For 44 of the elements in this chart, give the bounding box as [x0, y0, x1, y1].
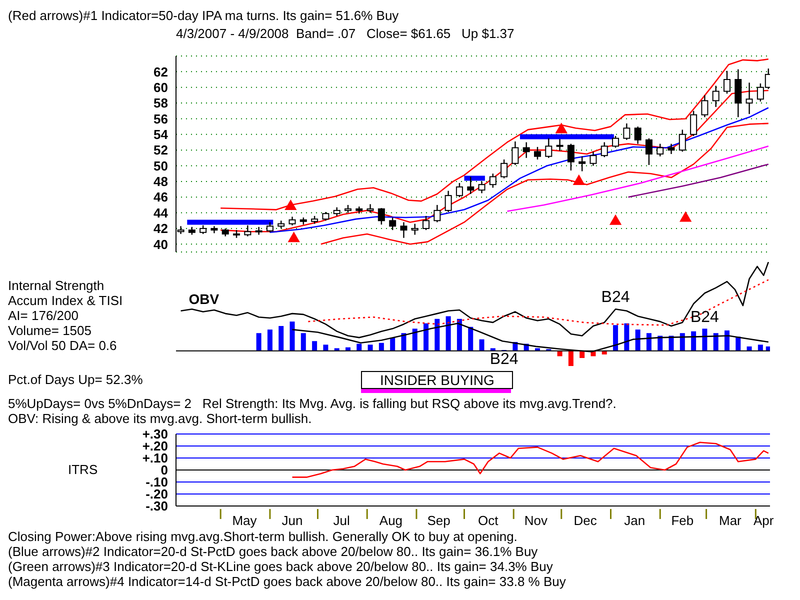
x-tick-label: Jun: [282, 513, 303, 528]
y-tick-label: 44: [154, 205, 169, 220]
text: OBV: Rising & above its mvg.avg. Short-term bullish.: [8, 411, 312, 426]
x-tick-label: Aug: [379, 513, 403, 528]
x-tick-label: Nov: [524, 513, 548, 528]
x-tick-label: Feb: [671, 513, 694, 528]
y-tick-label: 50: [154, 158, 168, 174]
y-axis-title: Accum Index & TISI: [8, 293, 123, 308]
y-tick-label: 56: [154, 111, 168, 126]
y-tick-label: 48: [154, 174, 168, 190]
x-tick-label: Mar: [718, 513, 742, 528]
text: (Magenta arrows)#4 Indicator=14-d St-PctD goes back above 20/below 80.. Its gain= 33.8 % Buy: [8, 574, 566, 589]
text: 5%UpDays= 0vs 5%DnDays= 2 Rel Strength: Its Mvg. Avg. is falling but RSQ above its mvg.avg.Trend?.: [8, 396, 616, 411]
y-tick-label: 54: [154, 127, 169, 142]
y-tick-label: 46: [154, 190, 168, 205]
y-tick-label: 62: [154, 64, 168, 80]
series-label: OBV: [188, 290, 220, 307]
x-tick-label: Dec: [574, 513, 598, 528]
text: INSIDER BUYING: [361, 371, 514, 389]
text: AI= 176/200: [8, 308, 78, 323]
y-tick-label: 58: [154, 96, 168, 111]
y-tick-label: 60: [154, 80, 168, 95]
x-tick-label: Oct: [478, 513, 499, 528]
annotation: B24: [488, 351, 520, 369]
x-tick-label: Jul: [333, 513, 350, 528]
text: Volume= 1505: [8, 323, 92, 338]
x-tick-label: Sep: [427, 513, 450, 528]
text: (Blue arrows)#2 Indicator=20-d St-PctD goes back above 20/below 80.. Its gain= 36.1% Buy: [8, 544, 538, 559]
text: Closing Power:Above rising mvg.avg.Short-term bullish. Generally OK to buy at opening.: [8, 529, 518, 544]
y-tick-label: 42: [154, 221, 168, 236]
text: Internal Strength: [8, 278, 104, 293]
text: 4/3/2007 - 4/9/2008 Band= .07 Close= $61.65 Up $1.37: [176, 26, 514, 41]
text: (Green arrows)#3 Indicator=20-d St-KLine goes back above 20/below 80.. Its gain= 34.3% Buy: [8, 559, 553, 574]
chart-title: (Red arrows)#1 Indicator=50-day IPA ma turns. Its gain= 51.6% Buy: [8, 8, 399, 23]
x-tick-label: Apr: [754, 513, 774, 528]
x-tick-label: May: [232, 513, 258, 528]
x-tick-label: Jan: [624, 513, 646, 528]
y-tick-label: 52: [154, 142, 168, 158]
y-axis-title: ITRS: [68, 462, 98, 477]
text: Pct.of Days Up= 52.3%: [8, 372, 143, 387]
y-tick-label: 40: [154, 236, 168, 252]
annotation: B24: [600, 289, 631, 308]
annotation: B24: [689, 308, 720, 327]
text: Vol/Vol 50 DA= 0.6: [8, 338, 117, 353]
